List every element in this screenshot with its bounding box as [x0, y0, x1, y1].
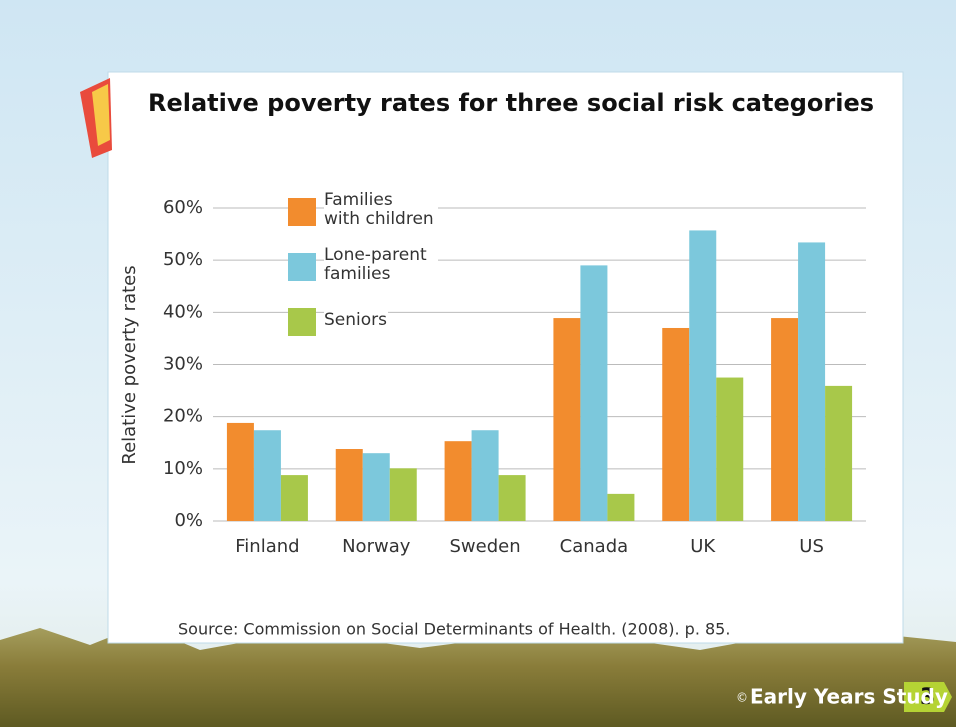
page-number: 3 — [920, 685, 935, 710]
y-tick-label: 40% — [163, 301, 203, 322]
y-tick-label: 20% — [163, 406, 203, 427]
panel — [107, 71, 904, 644]
bar — [553, 318, 581, 521]
x-tick-label: Finland — [235, 536, 299, 557]
bar — [825, 385, 853, 521]
bar — [389, 468, 417, 521]
legend-label: Seniors — [324, 309, 388, 330]
bar — [226, 422, 254, 521]
y-tick-label: 60% — [163, 197, 203, 218]
copyright: © — [736, 691, 748, 705]
chart-title: Relative poverty rates for three social … — [148, 89, 874, 117]
bar — [771, 318, 799, 521]
y-tick-label: 10% — [163, 458, 203, 479]
bar — [607, 493, 635, 521]
y-tick-label: 30% — [163, 354, 203, 375]
bar — [362, 453, 390, 521]
x-tick-label: US — [799, 536, 824, 557]
bar — [580, 265, 608, 521]
x-tick-label: UK — [690, 536, 716, 557]
legend-label: Families with children — [324, 191, 438, 229]
legend-swatch — [288, 308, 316, 336]
bar — [662, 327, 690, 521]
source: Source: Commission on Social Determinant… — [178, 620, 730, 639]
bar — [716, 377, 744, 521]
bar — [444, 441, 472, 521]
legend-swatch — [288, 198, 316, 226]
y-tick-label: 0% — [174, 510, 203, 531]
grass — [0, 625, 956, 727]
bar — [335, 449, 363, 521]
bar — [471, 430, 499, 521]
x-tick-label: Norway — [342, 536, 411, 557]
footer-title: Early Years Study — [750, 685, 948, 709]
bar — [280, 475, 308, 521]
y-axis-label: Relative poverty rates — [119, 265, 140, 464]
legend-label: Lone-parent families — [324, 246, 438, 284]
page-badge — [904, 682, 952, 712]
kite-stripe — [92, 84, 110, 146]
bar — [798, 242, 826, 521]
x-tick-label: Sweden — [450, 536, 521, 557]
legend-swatch — [288, 253, 316, 281]
bar — [253, 430, 281, 521]
bar — [689, 230, 717, 521]
y-tick-label: 50% — [163, 249, 203, 270]
bar — [498, 475, 526, 521]
x-tick-label: Canada — [560, 536, 629, 557]
